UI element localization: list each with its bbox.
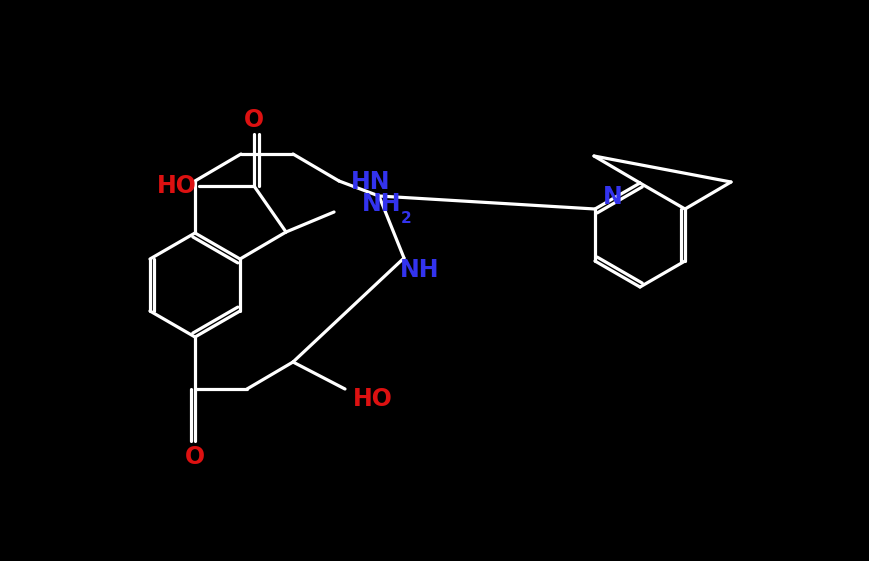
Text: NH: NH bbox=[401, 258, 440, 282]
Text: HO: HO bbox=[157, 174, 197, 198]
Text: O: O bbox=[244, 108, 264, 132]
Text: HO: HO bbox=[353, 387, 393, 411]
Text: 2: 2 bbox=[401, 210, 411, 226]
Text: N: N bbox=[603, 185, 623, 209]
Text: NH: NH bbox=[362, 192, 401, 216]
Text: HN: HN bbox=[351, 170, 391, 194]
Text: O: O bbox=[185, 445, 205, 469]
